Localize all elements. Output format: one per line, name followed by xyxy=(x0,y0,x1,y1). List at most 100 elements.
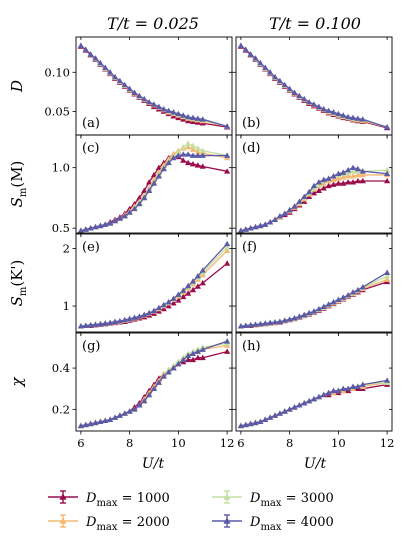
x-tick-label: 6 xyxy=(237,436,244,450)
data-point xyxy=(141,95,148,102)
data-point xyxy=(180,151,187,157)
data-point xyxy=(141,187,148,193)
data-point xyxy=(281,81,288,88)
y-axis-label: Sm(K') xyxy=(8,260,29,307)
data-point xyxy=(194,272,201,279)
data-point xyxy=(199,267,206,273)
data-point xyxy=(330,298,337,305)
data-point xyxy=(102,64,109,70)
data-point xyxy=(194,152,201,158)
data-point xyxy=(384,177,391,184)
data-point xyxy=(175,110,182,117)
data-point xyxy=(141,194,148,201)
x-axis-label-right: U/t xyxy=(304,456,327,472)
data-point xyxy=(335,296,342,303)
data-point xyxy=(160,301,167,308)
data-point xyxy=(189,286,197,293)
panel-b: (b) xyxy=(232,36,393,139)
x-tick-label: 10 xyxy=(171,436,186,450)
data-point xyxy=(262,221,269,227)
data-point xyxy=(359,168,366,174)
data-point xyxy=(199,163,206,169)
data-point xyxy=(257,320,264,327)
data-point xyxy=(315,179,322,185)
panel-g: 6 8 10 12 0.2 0.4 (g) xyxy=(52,332,235,450)
data-point xyxy=(150,101,158,107)
data-point xyxy=(276,77,283,84)
data-point xyxy=(271,412,279,418)
column-title-left: T/t = 0.025 xyxy=(107,14,199,33)
data-point xyxy=(237,323,244,329)
data-point xyxy=(97,418,104,425)
data-point xyxy=(349,383,357,389)
data-point xyxy=(175,297,182,303)
data-point xyxy=(82,322,89,328)
data-point xyxy=(325,301,332,307)
data-point xyxy=(175,360,182,367)
panel-frame xyxy=(75,134,233,234)
data-point xyxy=(160,373,167,379)
data-point xyxy=(185,140,192,146)
x-tick-label: 12 xyxy=(220,436,235,450)
data-point xyxy=(325,175,332,181)
y-axis-label: D xyxy=(8,80,26,93)
data-point xyxy=(92,419,99,426)
y-tick-label: 0.4 xyxy=(52,361,70,375)
data-point xyxy=(150,307,158,313)
data-point xyxy=(87,420,94,427)
data-point xyxy=(126,315,133,322)
data-point xyxy=(340,385,347,392)
y-tick-label: 0.05 xyxy=(44,104,70,118)
data-point xyxy=(224,348,231,354)
data-point xyxy=(160,305,167,312)
data-point xyxy=(296,198,303,204)
data-point xyxy=(349,114,357,121)
data-point xyxy=(310,395,318,402)
data-point xyxy=(175,148,182,155)
data-point xyxy=(77,42,84,48)
data-point xyxy=(136,313,143,319)
data-point xyxy=(315,103,322,110)
data-point xyxy=(359,171,366,178)
data-point xyxy=(325,182,332,189)
data-point xyxy=(310,182,318,189)
data-point xyxy=(160,165,167,172)
y-tick-label: 0.5 xyxy=(52,221,70,235)
data-point xyxy=(111,73,119,80)
data-point xyxy=(296,92,303,99)
legend-marker xyxy=(59,517,67,524)
data-point xyxy=(257,418,264,425)
data-point xyxy=(349,164,357,170)
data-point xyxy=(310,189,318,196)
data-point xyxy=(335,387,342,394)
legend-label: Dmax = 3000 xyxy=(249,491,334,509)
data-layer xyxy=(77,240,231,329)
data-point xyxy=(320,303,327,309)
data-point xyxy=(199,116,206,122)
data-point xyxy=(146,179,153,185)
data-layer xyxy=(237,164,391,233)
data-point xyxy=(77,323,84,329)
data-point xyxy=(262,416,269,422)
data-point xyxy=(180,157,187,163)
data-point xyxy=(286,85,293,92)
data-point xyxy=(345,292,352,298)
y-axis-label: χ xyxy=(8,377,26,388)
data-point xyxy=(126,85,133,92)
data-point xyxy=(286,206,293,213)
data-point xyxy=(97,320,104,327)
data-point xyxy=(224,260,231,266)
data-point xyxy=(194,348,201,354)
panel-label: (a) xyxy=(82,116,100,131)
data-point xyxy=(102,221,109,227)
data-point xyxy=(185,144,192,150)
data-point xyxy=(121,410,128,416)
panel-label: (g) xyxy=(82,339,100,354)
data-point xyxy=(121,81,128,88)
data-point xyxy=(267,219,274,225)
series-line xyxy=(80,45,228,128)
series-line xyxy=(240,381,388,427)
panel-label: (f) xyxy=(242,240,257,255)
data-point xyxy=(146,187,153,193)
panel-f: (f) xyxy=(232,233,393,336)
